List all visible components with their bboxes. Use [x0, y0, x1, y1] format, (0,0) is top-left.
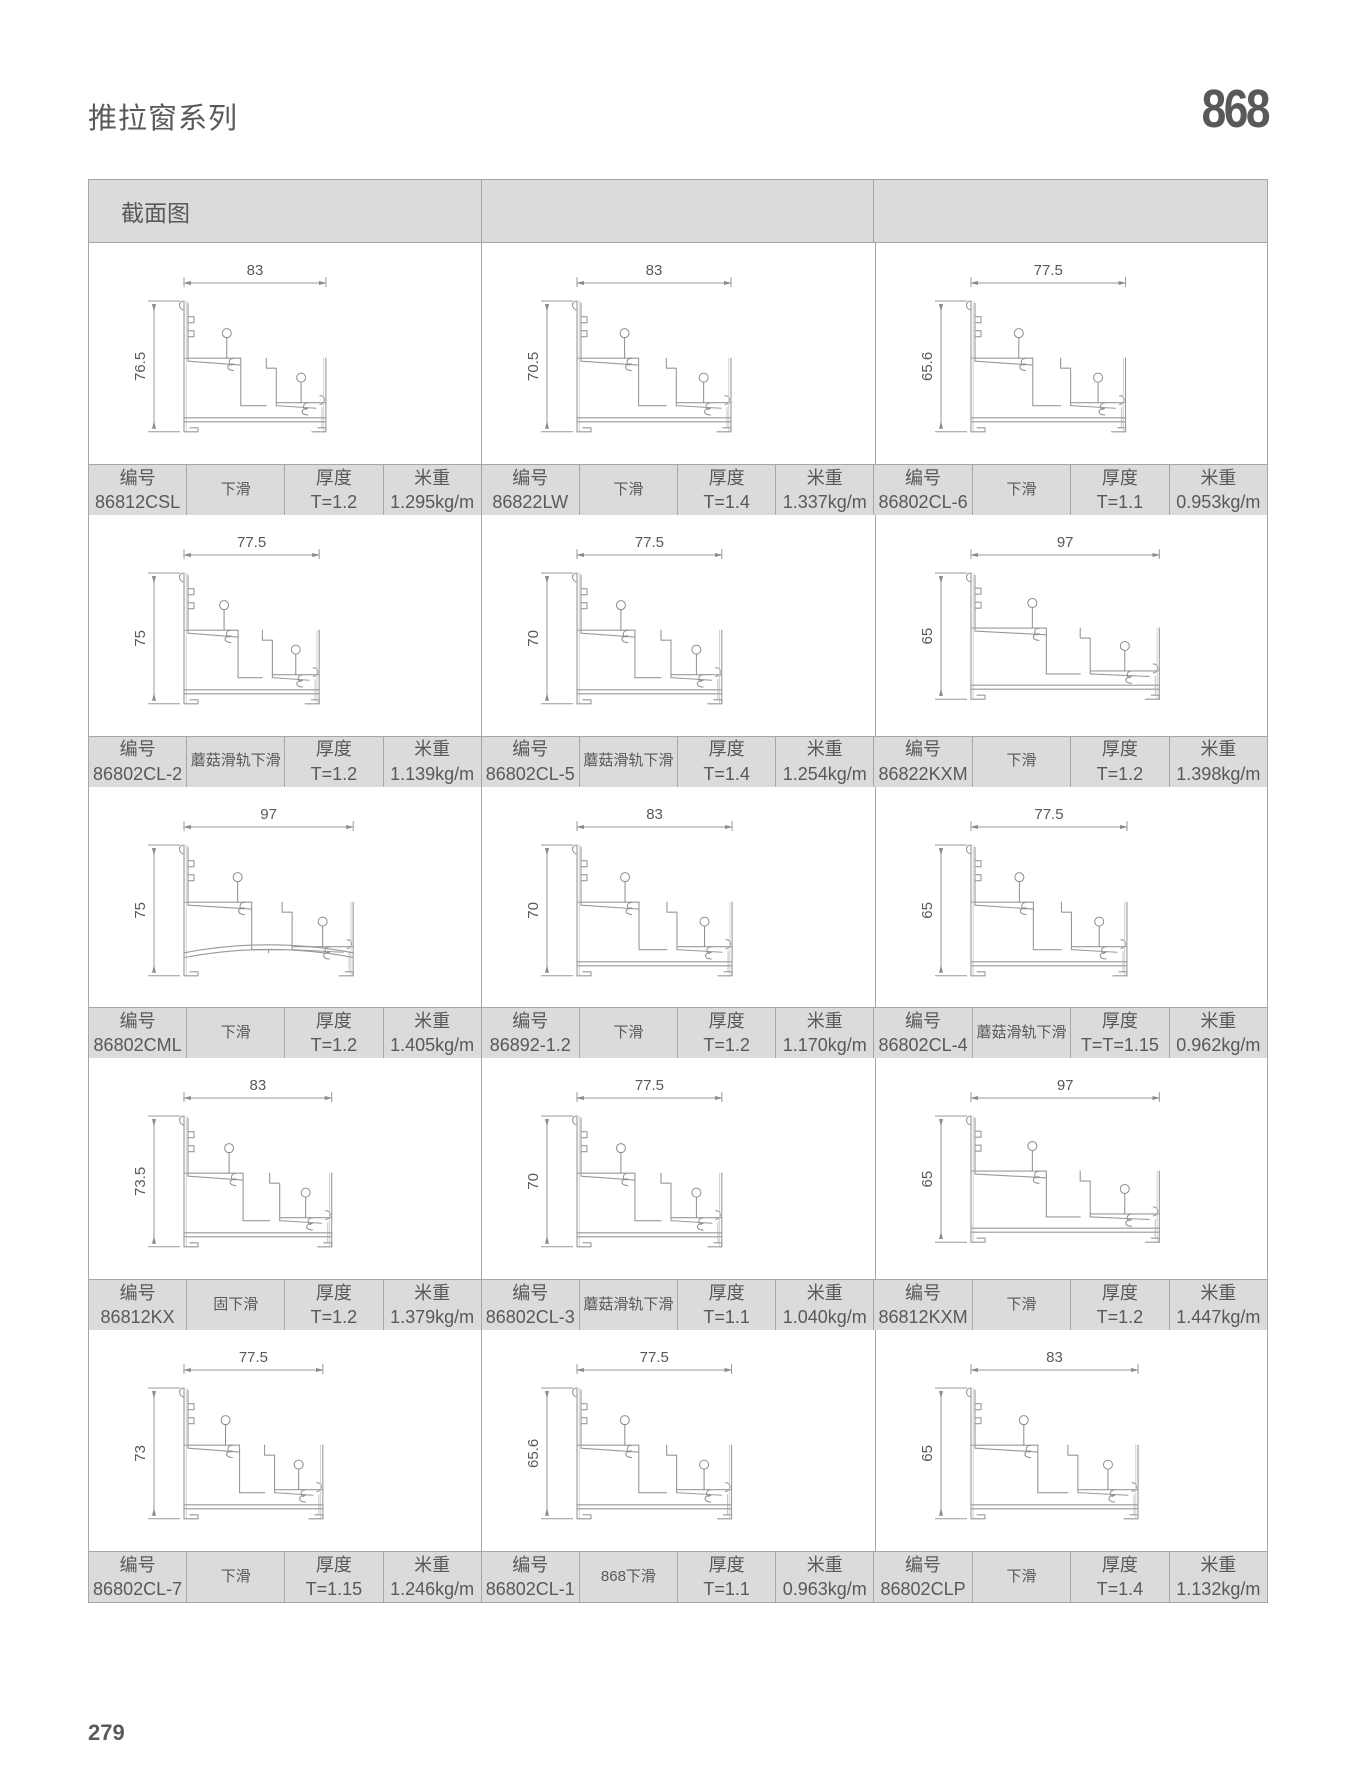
svg-text:65.6: 65.6 — [525, 1439, 542, 1468]
svg-text:83: 83 — [247, 262, 264, 279]
svg-text:83: 83 — [646, 262, 663, 279]
svg-text:75: 75 — [132, 630, 149, 647]
svg-text:76.5: 76.5 — [132, 352, 149, 381]
svg-text:83: 83 — [250, 1077, 267, 1094]
svg-text:70: 70 — [525, 1173, 542, 1190]
svg-text:65.6: 65.6 — [919, 352, 936, 381]
svg-text:97: 97 — [260, 806, 277, 823]
svg-text:83: 83 — [1046, 1349, 1063, 1366]
svg-text:73.5: 73.5 — [132, 1167, 149, 1196]
svg-text:77.5: 77.5 — [1033, 262, 1062, 279]
svg-text:77.5: 77.5 — [635, 1077, 664, 1094]
svg-text:65: 65 — [919, 1445, 936, 1462]
svg-text:97: 97 — [1056, 534, 1073, 551]
svg-text:73: 73 — [132, 1445, 149, 1462]
svg-text:65: 65 — [919, 902, 936, 919]
svg-text:77.5: 77.5 — [239, 1349, 268, 1366]
svg-text:83: 83 — [647, 806, 664, 823]
svg-text:70: 70 — [525, 902, 542, 919]
svg-text:77.5: 77.5 — [640, 1349, 669, 1366]
svg-text:97: 97 — [1056, 1077, 1073, 1094]
svg-text:65: 65 — [919, 1171, 936, 1188]
svg-text:70.5: 70.5 — [525, 352, 542, 381]
svg-text:77.5: 77.5 — [635, 534, 664, 551]
svg-text:65: 65 — [919, 628, 936, 645]
svg-text:70: 70 — [525, 630, 542, 647]
svg-text:77.5: 77.5 — [237, 534, 266, 551]
svg-text:77.5: 77.5 — [1034, 806, 1063, 823]
svg-text:75: 75 — [132, 902, 149, 919]
